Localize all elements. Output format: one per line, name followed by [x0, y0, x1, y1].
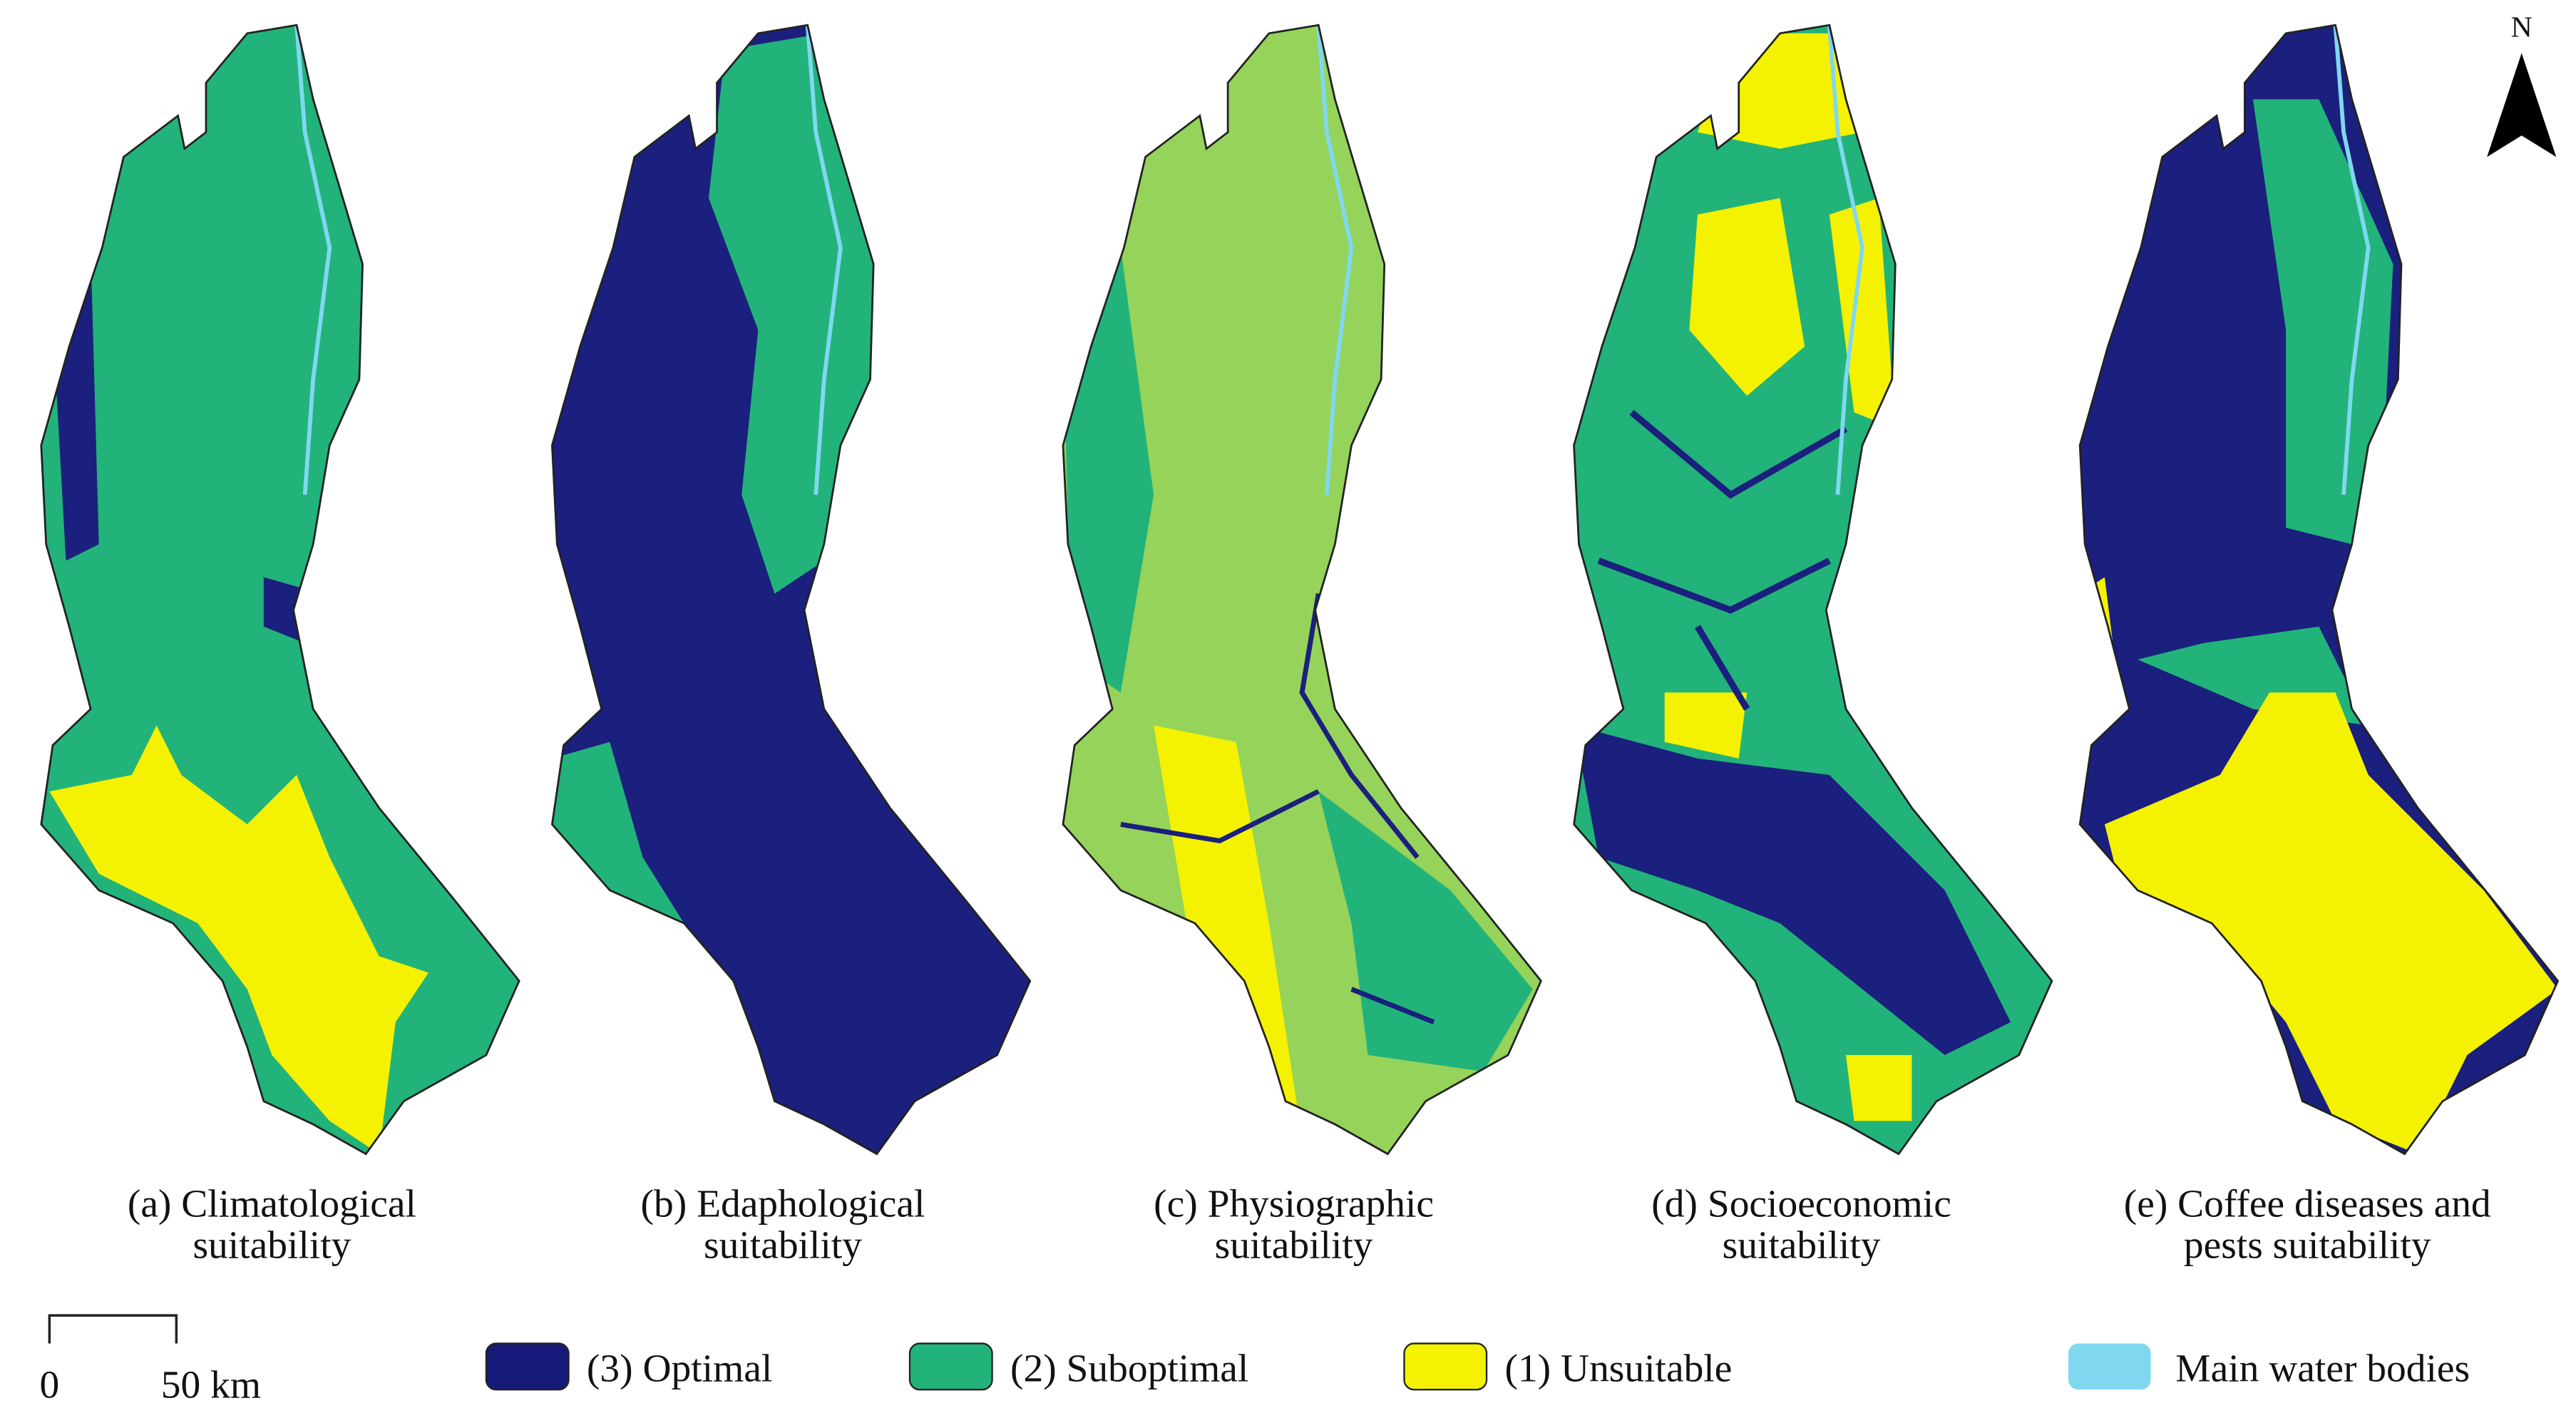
legend-label: Main water bodies [2175, 1347, 2470, 1390]
panel-caption: (a) Climatological [128, 1181, 416, 1225]
scale-bar [48, 1314, 178, 1344]
map-panel [550, 24, 1032, 1156]
legend-swatch [908, 1342, 993, 1391]
panel-caption: suitability [704, 1223, 862, 1266]
panel-caption: pests suitability [2184, 1223, 2431, 1266]
map-panel [40, 24, 520, 1156]
legend-label: (1) Unsuitable [1504, 1347, 1732, 1390]
map-panel [1062, 24, 1542, 1156]
scale-label: 0 [39, 1363, 59, 1407]
panel-caption: suitability [1215, 1223, 1373, 1266]
map-panel [1573, 24, 2053, 1156]
legend-swatch [1403, 1342, 1488, 1391]
panel-caption: (b) Edaphological [641, 1181, 925, 1225]
north-label: N [2511, 10, 2533, 43]
legend-label: (2) Suboptimal [1010, 1347, 1248, 1390]
legend-swatch [2068, 1343, 2151, 1390]
panel-caption: suitability [1723, 1223, 1881, 1266]
map-panel [2078, 24, 2559, 1156]
legend-swatch [485, 1342, 570, 1391]
scale-label: 50 km [161, 1363, 261, 1407]
panel-caption: suitability [193, 1223, 351, 1266]
panel-caption: (e) Coffee diseases and [2124, 1181, 2491, 1225]
panel-caption: (c) Physiographic [1154, 1181, 1434, 1225]
north-arrow [2487, 53, 2557, 158]
panel-caption: (d) Socioeconomic [1651, 1181, 1951, 1225]
legend-label: (3) Optimal [587, 1347, 772, 1390]
